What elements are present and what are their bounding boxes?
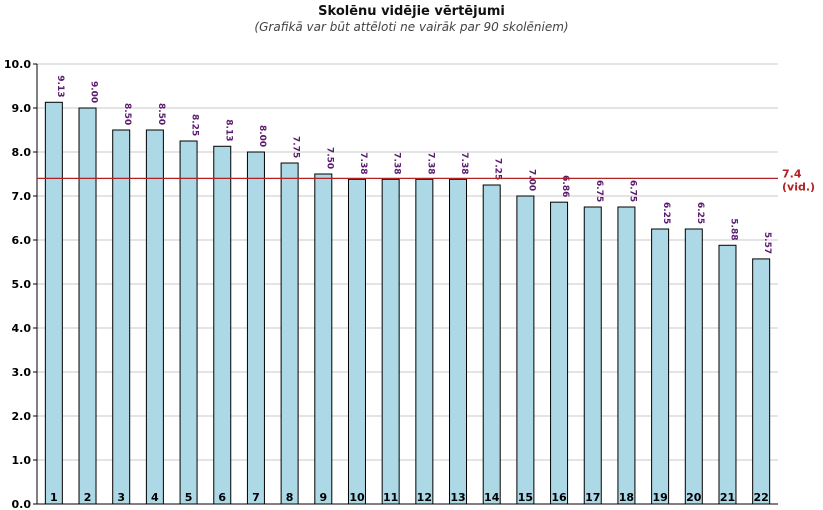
bar: [381, 178, 400, 505]
value-label: 6.25: [661, 202, 671, 224]
value-label: 5.88: [728, 218, 738, 240]
bar: [684, 228, 703, 505]
value-label: 7.00: [526, 169, 536, 191]
x-tick-label: 9: [319, 491, 327, 504]
y-tick-label: 9.0: [12, 102, 32, 115]
x-tick-label: 19: [652, 491, 667, 504]
x-tick-label: 17: [585, 491, 600, 504]
y-tick-label: 0.0: [12, 498, 32, 510]
y-tick-label: 8.0: [12, 146, 32, 159]
value-labels: 9.13 9.00 8.50 8.50 8.25 8.13 8.00 7.75 7.50 7.38…: [55, 75, 772, 254]
value-label: 7.38: [392, 152, 402, 174]
bar: [213, 145, 232, 505]
x-tick-label: 15: [518, 491, 533, 504]
x-tick-label: 14: [484, 491, 500, 504]
bar: [516, 195, 535, 505]
bar: [179, 140, 198, 505]
bar: [449, 178, 468, 505]
value-label: 6.25: [695, 202, 705, 224]
bar: [246, 151, 265, 505]
x-tick-label: 2: [84, 491, 92, 504]
value-label: 8.00: [257, 125, 267, 147]
chart-title: Skolēnu vidējie vērtējumi: [318, 4, 505, 19]
value-label: 7.25: [493, 158, 503, 180]
bar: [617, 206, 636, 505]
x-tick-label: 22: [754, 491, 769, 504]
value-label: 5.57: [762, 232, 772, 254]
y-tick-label: 7.0: [12, 190, 32, 203]
bar: [550, 201, 569, 505]
y-tick-label: 6.0: [12, 234, 32, 247]
bar: [752, 258, 771, 505]
bars: [44, 101, 771, 505]
x-tick-label: 11: [383, 491, 398, 504]
x-tick-label: 12: [417, 491, 432, 504]
bar: [44, 101, 63, 505]
x-tick-label: 13: [450, 491, 465, 504]
bar: [145, 129, 164, 505]
x-tick-label: 21: [720, 491, 735, 504]
bar: [651, 228, 670, 505]
x-tick-label: 16: [551, 491, 567, 504]
x-tick-label: 1: [50, 491, 58, 504]
x-tick-label: 10: [349, 491, 365, 504]
value-label: 6.86: [560, 175, 570, 197]
bar: [280, 162, 299, 505]
average-sublabel: (vid.): [782, 180, 815, 193]
x-tick-label: 7: [252, 491, 260, 504]
value-label: 6.75: [627, 180, 637, 202]
bar: [347, 178, 366, 505]
value-label: 8.50: [122, 103, 132, 125]
value-label: 7.38: [425, 152, 435, 174]
y-tick-label: 2.0: [12, 410, 32, 423]
x-tick-label: 8: [286, 491, 294, 504]
y-tick-label: 10.0: [4, 58, 31, 71]
y-tick-label: 3.0: [12, 366, 32, 379]
x-tick-label: 20: [686, 491, 702, 504]
value-label: 8.25: [190, 114, 200, 136]
bar: [482, 184, 501, 505]
bar: [78, 107, 97, 505]
value-label: 9.13: [55, 75, 65, 97]
x-tick-label: 18: [619, 491, 634, 504]
value-label: 7.38: [358, 152, 368, 174]
average-line: 7.4(vid.): [37, 167, 815, 193]
y-tick-label: 4.0: [12, 322, 32, 335]
value-label: 7.50: [324, 147, 334, 169]
x-tick-label: 3: [117, 491, 125, 504]
x-tick-labels: 1 2 3 4 5 6 7 8 9 10 11 12 13 14 15 16 17 18 19 20 21 22: [50, 491, 769, 504]
chart-subtitle: (Grafikā var būt attēloti ne vairāk par …: [254, 20, 569, 34]
value-label: 8.13: [223, 119, 233, 141]
bar: [112, 129, 131, 505]
x-tick-label: 5: [185, 491, 193, 504]
average-value-label: 7.4: [782, 167, 802, 180]
bar: [415, 178, 434, 505]
x-tick-label: 4: [151, 491, 159, 504]
value-label: 6.75: [594, 180, 604, 202]
value-label: 7.75: [291, 136, 301, 158]
bar: [314, 173, 333, 505]
value-label: 9.00: [89, 81, 99, 103]
value-label: 8.50: [156, 103, 166, 125]
value-label: 7.38: [459, 152, 469, 174]
x-tick-label: 6: [218, 491, 226, 504]
bar: [583, 206, 602, 505]
bar: [718, 244, 737, 505]
y-tick-label: 1.0: [12, 454, 32, 467]
y-tick-label: 5.0: [12, 278, 32, 291]
